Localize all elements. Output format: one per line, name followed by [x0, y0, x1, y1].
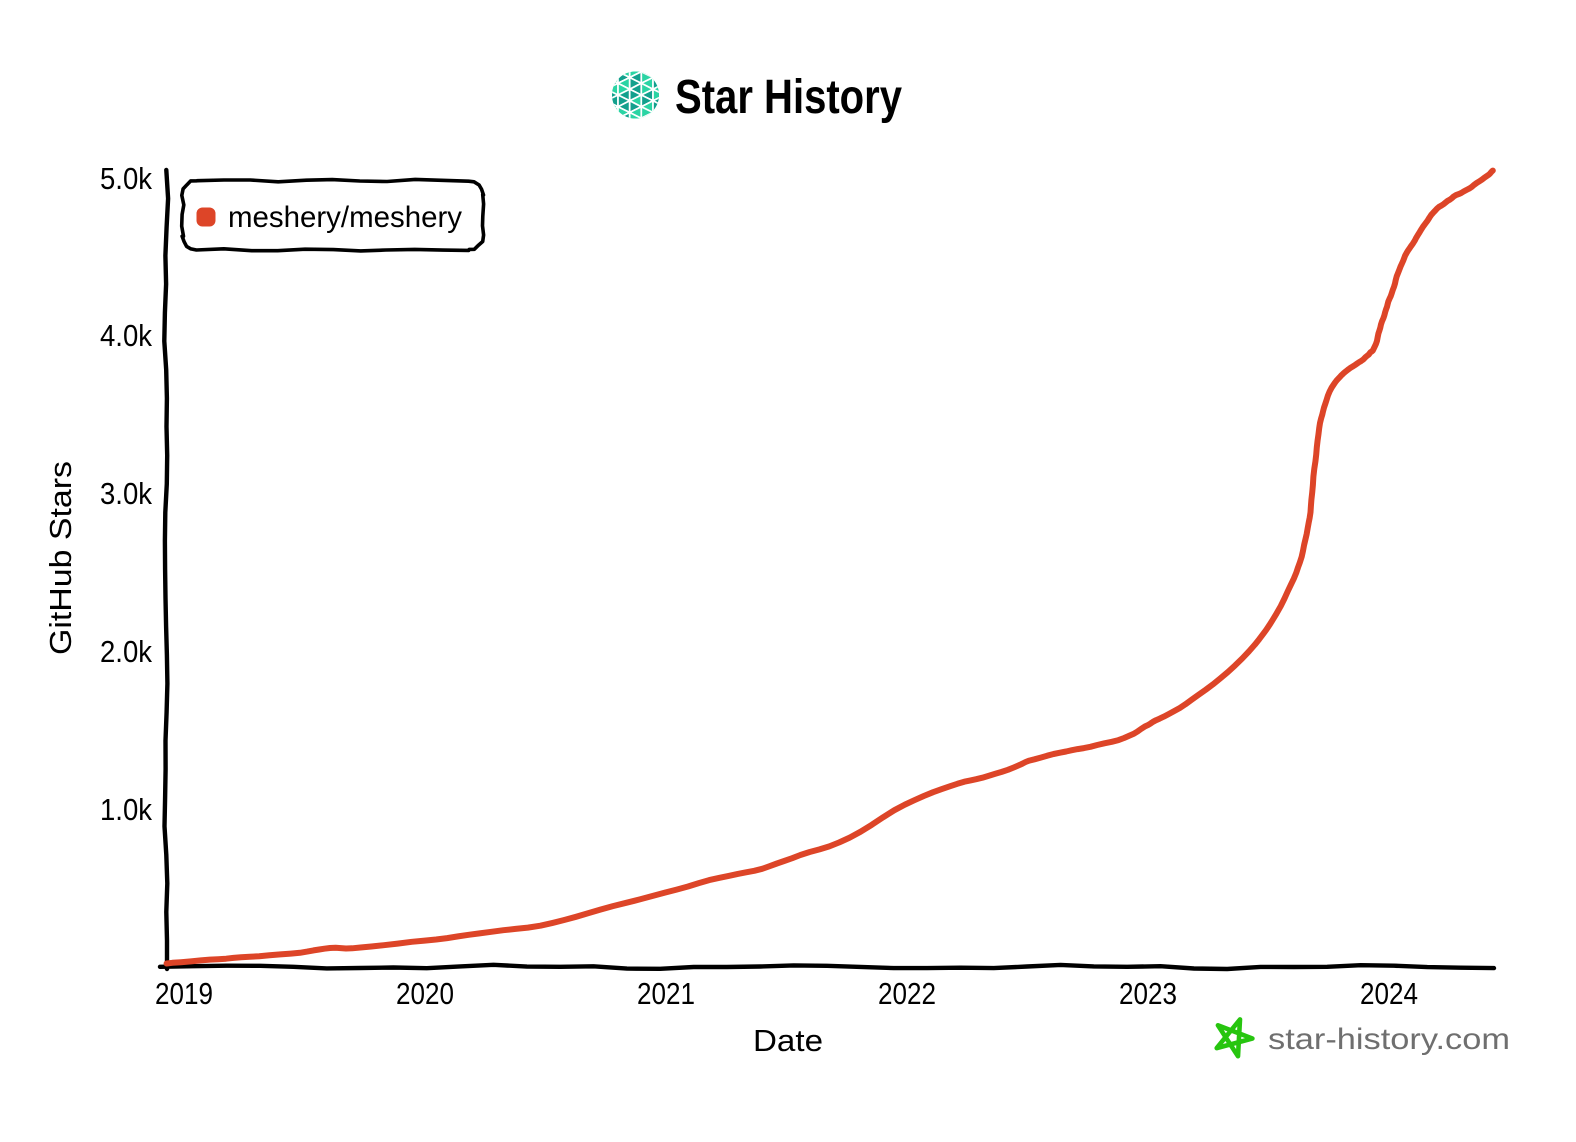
svg-text:GitHub Stars: GitHub Stars [43, 461, 78, 655]
svg-text:5.0k: 5.0k [100, 161, 152, 196]
svg-text:meshery/meshery: meshery/meshery [228, 201, 462, 234]
svg-text:4.0k: 4.0k [100, 318, 152, 353]
svg-text:2.0k: 2.0k [100, 634, 152, 669]
svg-text:2022: 2022 [878, 976, 936, 1011]
svg-text:2019: 2019 [155, 976, 213, 1011]
svg-text:Star History: Star History [675, 71, 902, 124]
svg-text:2024: 2024 [1360, 976, 1418, 1011]
svg-text:1.0k: 1.0k [100, 792, 152, 827]
svg-text:2021: 2021 [637, 976, 695, 1011]
svg-text:2023: 2023 [1119, 976, 1177, 1011]
svg-text:3.0k: 3.0k [100, 476, 152, 511]
svg-text:star-history.com: star-history.com [1268, 1023, 1510, 1056]
svg-text:Date: Date [753, 1023, 823, 1058]
svg-text:2020: 2020 [396, 976, 454, 1011]
